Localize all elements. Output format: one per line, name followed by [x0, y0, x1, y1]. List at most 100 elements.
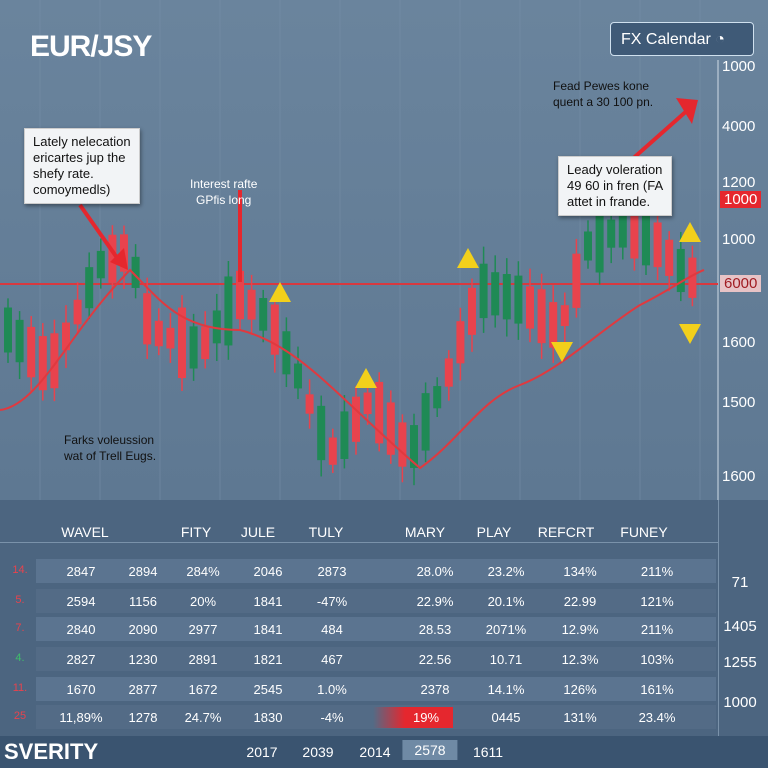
axis-label: 1200 [722, 174, 756, 191]
candle [421, 393, 430, 451]
column-header: FUNEY [620, 524, 668, 540]
side-value: 1405 [723, 618, 757, 635]
column-header: WAVEL [61, 524, 109, 540]
side-value: 71 [731, 574, 749, 591]
footer-bar: SVERITY 2017 2039 2014 2578 1611 [0, 736, 768, 768]
axis-label: 1000 [722, 231, 756, 248]
candle [247, 289, 256, 320]
annotation: Interest rafte GPfis long [190, 176, 257, 208]
column-header: FITY [180, 524, 212, 540]
table-row [36, 589, 716, 613]
table-cell: 2827 [66, 652, 96, 667]
trend-arrow [78, 203, 122, 264]
column-header: REFCRT [537, 524, 595, 540]
candle [154, 320, 163, 347]
table-cell: 1156 [129, 594, 157, 609]
candle [537, 289, 546, 344]
annotation-box: Lately nelecation ericartes jup the shefy … [24, 128, 140, 204]
annotation-line: ericartes jup the [33, 150, 126, 165]
table-cell: 103% [640, 652, 674, 667]
table-cell: 2847 [66, 564, 96, 579]
candle [62, 322, 70, 351]
table-cell: 467 [321, 652, 343, 667]
table-cell: 14. [12, 564, 28, 576]
candle [317, 405, 326, 461]
candle [444, 358, 453, 387]
table-cell: 134% [563, 564, 597, 579]
candle [688, 257, 697, 298]
year-tab: 2039 [302, 744, 334, 760]
candle [224, 276, 233, 346]
annotation-line: quent a 30 100 pn. [553, 95, 654, 109]
table-divider [0, 542, 718, 543]
candle [50, 333, 59, 389]
axis-label: 1600 [722, 334, 756, 351]
candle [212, 310, 221, 344]
arrow-head [676, 98, 698, 124]
data-table: WAVEL FITY JULE TULY MARY PLAY REFCRT FUNEY 14. 2… [0, 500, 768, 736]
table-cell: 161% [640, 682, 674, 697]
axis-label: 6000 [720, 275, 762, 292]
annotation: Farks voleussion wat of Trell Eugs. [64, 432, 156, 464]
candle [665, 239, 674, 276]
axis-label: 4000 [722, 118, 756, 135]
button-label[interactable]: FX Calendar [621, 31, 711, 48]
table-cell: 484 [321, 622, 343, 637]
table-row [36, 677, 716, 701]
candle [27, 326, 36, 378]
candle [189, 326, 198, 369]
table-cell: 28.53 [418, 622, 452, 637]
candle [73, 299, 82, 325]
table-cell: 12.9% [561, 622, 599, 637]
table-cell: 2977 [188, 622, 218, 637]
moving-average [0, 268, 705, 470]
signal-marker [355, 368, 377, 388]
signal-marker [269, 282, 291, 302]
candle [352, 396, 360, 442]
table-row [36, 559, 716, 583]
table-cell: 1821 [253, 652, 283, 667]
annotation-line: wat of Trell Eugs. [64, 449, 157, 463]
table-cell: 22.56 [418, 652, 452, 667]
candle [618, 212, 627, 248]
table-cell: 2090 [128, 622, 158, 637]
table-cell: 19% [372, 707, 454, 728]
table-cell: 284% [186, 564, 220, 579]
table-cell: 22.99 [563, 594, 597, 609]
table-cell: 1672 [188, 682, 218, 697]
annotation-line: GPfis long [196, 193, 252, 207]
candle [375, 381, 384, 444]
table-cell: 23.2% [487, 564, 525, 579]
column-header: JULE [240, 524, 276, 540]
candle [328, 437, 337, 465]
candle [270, 304, 279, 355]
pair-title: EUR/JSY [30, 30, 152, 63]
annotation-box: Leady voleration 49 60 in fren (FA attet i… [558, 156, 673, 216]
table-cell: 126% [563, 682, 597, 697]
table-cell: 12.3% [561, 652, 599, 667]
table-cell: 4. [15, 652, 25, 664]
candle [433, 386, 442, 409]
signal-marker [679, 222, 701, 242]
table-cell: 121% [640, 594, 674, 609]
axis-label: 1000 [720, 191, 762, 208]
table-cell: 11. [12, 682, 28, 694]
candle [85, 267, 94, 309]
year-tab: 2578 [402, 740, 458, 760]
candle [560, 305, 569, 327]
table-cell: 2378 [420, 682, 450, 697]
candle [4, 307, 12, 353]
table-cell: 1230 [128, 652, 158, 667]
candle [642, 198, 650, 266]
table-cell: 2873 [317, 564, 347, 579]
annotation-line: Interest rafte [190, 177, 258, 191]
axis-label: 1000 [722, 58, 756, 75]
table-cell: 5. [15, 594, 25, 606]
calendar-button[interactable]: FX Calendar ◔ [610, 22, 754, 56]
table-cell: 0445 [491, 710, 521, 725]
annotation-line: shefy rate. [33, 166, 94, 181]
annotation: Fead Pewes kone quent a 30 100 pn. [553, 78, 653, 110]
candle [630, 194, 639, 259]
candle [38, 336, 47, 391]
